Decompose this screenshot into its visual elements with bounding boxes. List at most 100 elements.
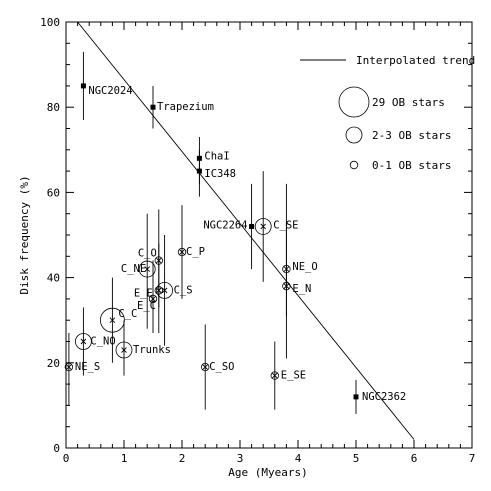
point-marker-ne-o bbox=[283, 266, 290, 272]
point-marker-e-se bbox=[271, 372, 278, 379]
cross-stroke bbox=[260, 223, 267, 230]
point-label-ic348: IC348 bbox=[204, 168, 236, 180]
y-tick-label: 80 bbox=[47, 101, 60, 114]
cross-stroke bbox=[150, 296, 156, 302]
point-marker-c-se bbox=[260, 223, 267, 230]
ob-circle-e-c bbox=[148, 294, 158, 304]
legend-label-medium: 2-3 OB stars bbox=[372, 129, 451, 142]
y-tick-label: 100 bbox=[40, 16, 60, 29]
ob-circle-c-o bbox=[154, 256, 163, 265]
ob-circle-c-s bbox=[156, 281, 174, 299]
point-marker-ngc2024 bbox=[80, 83, 86, 89]
point-label-chai: ChaI bbox=[204, 150, 229, 162]
y-axis-ticks: 0 20 40 60 80 100 bbox=[40, 16, 472, 455]
cross-stroke bbox=[202, 364, 209, 370]
cross-stroke bbox=[283, 283, 290, 289]
x-axis-title: Age (Myears) bbox=[228, 466, 307, 479]
point-label-ne-s: NE_S bbox=[75, 361, 100, 373]
point-marker-ngc2362 bbox=[353, 394, 359, 400]
legend-label-large: 29 OB stars bbox=[372, 96, 445, 109]
x-axis-ticks: 0 1 2 3 4 5 6 7 bbox=[63, 22, 476, 465]
point-marker-c-s bbox=[161, 287, 168, 294]
ob-circle-c-p bbox=[177, 247, 187, 257]
cross-stroke bbox=[144, 266, 151, 272]
ob-circle-trunks bbox=[115, 341, 133, 359]
point-label-c-c: C_C bbox=[118, 308, 137, 320]
y-tick-label: 20 bbox=[47, 357, 60, 370]
cross-stroke bbox=[161, 287, 168, 294]
point-label-e-n: E_N bbox=[292, 283, 311, 295]
point-marker-trunks bbox=[121, 347, 127, 353]
point-marker-e-n bbox=[283, 283, 290, 289]
point-label-c-no: C_NO bbox=[90, 336, 115, 348]
ob-circle-c-se bbox=[254, 218, 272, 235]
point-label-ngc2264: NGC2264 bbox=[203, 219, 247, 231]
point-marker-c-c bbox=[109, 317, 116, 324]
ob-circle-c-ne bbox=[138, 260, 156, 278]
point-marker-c-p bbox=[179, 249, 185, 255]
point-marker-e-e bbox=[155, 287, 162, 294]
point-marker-ne-s bbox=[66, 364, 72, 370]
y-axis-title: Disk frequency (%) bbox=[18, 175, 31, 294]
point-marker-e-c bbox=[150, 296, 156, 302]
point-label-c-se: C_SE bbox=[273, 219, 298, 231]
cross-stroke bbox=[109, 317, 116, 324]
x-tick-label: 1 bbox=[121, 452, 128, 465]
point-label-e-c: E_C bbox=[137, 300, 156, 312]
y-tick-label: 0 bbox=[53, 442, 60, 455]
point-label-trapezium: Trapezium bbox=[157, 101, 214, 113]
cross-stroke bbox=[155, 257, 162, 264]
cross-stroke bbox=[283, 266, 290, 272]
cross-stroke bbox=[155, 287, 162, 294]
point-marker-ngc2264 bbox=[249, 223, 255, 229]
point-label-ngc2024: NGC2024 bbox=[88, 85, 132, 97]
point-label-e-se: E_SE bbox=[281, 370, 306, 382]
ob-circle-c-so bbox=[200, 362, 210, 372]
x-tick-label: 3 bbox=[237, 452, 244, 465]
ob-circle-e-n bbox=[282, 281, 291, 291]
point-marker-trapezium bbox=[150, 104, 156, 110]
x-tick-label: 7 bbox=[469, 452, 476, 465]
ob-circle-c-no bbox=[75, 333, 92, 350]
x-tick-label: 6 bbox=[411, 452, 418, 465]
y-tick-label: 40 bbox=[47, 272, 60, 285]
cross-stroke bbox=[80, 338, 87, 345]
point-label-ne-o: NE_O bbox=[292, 261, 317, 273]
point-label-c-so: C_SO bbox=[209, 361, 234, 373]
point-label-c-s: C_S bbox=[174, 284, 193, 296]
point-marker-c-so bbox=[202, 364, 209, 370]
ob-circle-ne-o bbox=[282, 264, 291, 274]
legend: Interpolated trend 29 OB stars 2-3 OB star… bbox=[300, 54, 475, 172]
point-label-c-ne: C_NE bbox=[121, 263, 146, 275]
point-marker-c-no bbox=[80, 338, 87, 345]
data-points bbox=[64, 83, 359, 400]
x-tick-label: 0 bbox=[63, 452, 70, 465]
trend-line-group bbox=[77, 21, 415, 440]
y-tick-label: 60 bbox=[47, 186, 60, 199]
point-label-c-p: C_P bbox=[186, 246, 205, 258]
legend-trend-label: Interpolated trend bbox=[356, 54, 475, 67]
cross-stroke bbox=[271, 372, 278, 379]
legend-circle-medium bbox=[345, 126, 363, 144]
legend-circle-small bbox=[349, 160, 359, 170]
cross-stroke bbox=[121, 347, 127, 353]
interpolated-trend-line bbox=[77, 21, 415, 440]
x-tick-label: 2 bbox=[179, 452, 186, 465]
point-marker-chai bbox=[196, 155, 202, 161]
ob-circle-e-se bbox=[270, 371, 279, 380]
ob-circle-ne-s bbox=[64, 362, 74, 372]
legend-circle-large bbox=[338, 86, 370, 118]
point-marker-c-o bbox=[155, 257, 162, 264]
point-label-e-e: E_E bbox=[134, 287, 153, 299]
point-marker-ic348 bbox=[196, 168, 202, 174]
point-labels: NGC2024 Trapezium ChaI IC348 NGC2264 C_SE NE_O… bbox=[75, 85, 406, 403]
x-tick-label: 4 bbox=[295, 452, 302, 465]
point-label-trunks: Trunks bbox=[133, 344, 171, 356]
ob-circle-c-c bbox=[100, 307, 125, 333]
point-label-c-o: C_O bbox=[138, 248, 157, 260]
cross-stroke bbox=[179, 249, 185, 255]
point-marker-c-ne bbox=[144, 266, 151, 272]
legend-label-small: 0-1 OB stars bbox=[372, 159, 451, 172]
cross-stroke bbox=[66, 364, 72, 370]
